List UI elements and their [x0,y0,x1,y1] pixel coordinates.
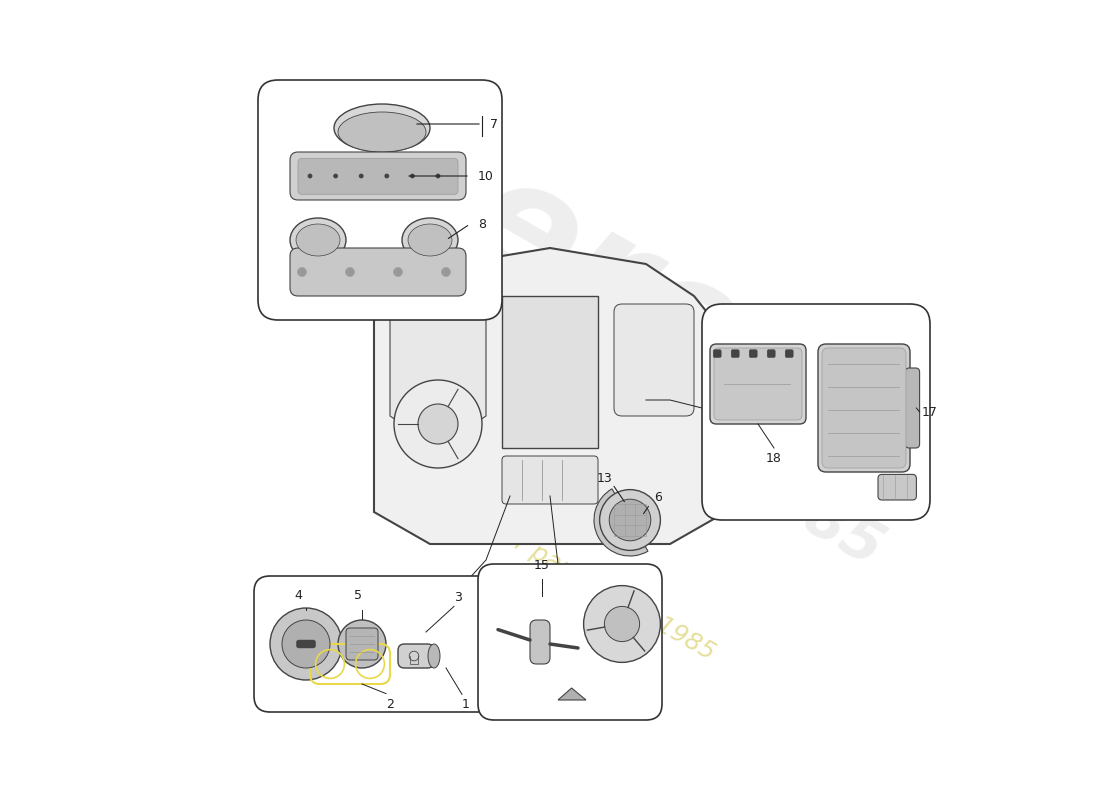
FancyBboxPatch shape [878,474,916,500]
FancyBboxPatch shape [905,368,920,448]
Ellipse shape [296,224,340,256]
Circle shape [394,380,482,468]
Circle shape [297,267,307,277]
FancyBboxPatch shape [254,576,502,712]
Circle shape [384,174,389,178]
Text: 4: 4 [294,590,301,602]
Text: since 1985: since 1985 [559,351,893,577]
FancyBboxPatch shape [785,350,793,358]
FancyBboxPatch shape [398,644,434,668]
FancyBboxPatch shape [749,350,757,358]
Ellipse shape [428,644,440,668]
FancyBboxPatch shape [290,248,466,296]
FancyBboxPatch shape [710,344,806,424]
Polygon shape [558,688,586,700]
Text: 10: 10 [478,170,494,182]
FancyBboxPatch shape [732,350,739,358]
Text: 8: 8 [478,218,486,230]
Circle shape [270,608,342,680]
Circle shape [410,174,415,178]
Polygon shape [374,248,726,544]
FancyBboxPatch shape [258,80,502,320]
FancyBboxPatch shape [702,304,930,520]
Circle shape [359,174,364,178]
Wedge shape [594,489,648,556]
FancyBboxPatch shape [767,350,775,358]
Circle shape [600,490,660,550]
FancyBboxPatch shape [530,620,550,664]
FancyBboxPatch shape [614,304,694,416]
FancyBboxPatch shape [822,348,906,468]
Text: 15: 15 [535,559,550,572]
FancyBboxPatch shape [298,158,458,194]
Circle shape [584,586,660,662]
Text: a passion for parts since 1985: a passion for parts since 1985 [381,455,719,665]
Circle shape [418,404,458,444]
Polygon shape [390,280,486,448]
Circle shape [282,620,330,668]
Ellipse shape [408,224,452,256]
Text: 7: 7 [490,118,498,130]
Polygon shape [502,296,598,448]
Circle shape [609,499,651,541]
Text: 6: 6 [654,491,662,504]
Text: 5: 5 [354,590,362,602]
FancyBboxPatch shape [713,350,722,358]
Circle shape [333,174,338,178]
FancyBboxPatch shape [502,456,598,504]
Text: 17: 17 [922,406,938,418]
Text: 18: 18 [766,452,782,465]
Ellipse shape [290,218,346,262]
FancyBboxPatch shape [818,344,910,472]
Text: 13: 13 [596,472,613,485]
FancyBboxPatch shape [346,628,378,660]
Circle shape [308,174,312,178]
Text: 1: 1 [462,698,470,710]
FancyBboxPatch shape [714,348,802,420]
Ellipse shape [334,104,430,152]
Text: 3: 3 [454,591,462,604]
Circle shape [345,267,355,277]
Text: 2: 2 [386,698,394,710]
Circle shape [436,174,440,178]
Ellipse shape [402,218,458,262]
FancyBboxPatch shape [296,640,316,648]
Circle shape [338,620,386,668]
FancyBboxPatch shape [290,152,466,200]
Circle shape [441,267,451,277]
Ellipse shape [338,112,426,152]
FancyBboxPatch shape [478,564,662,720]
Text: eres: eres [438,139,854,469]
Circle shape [604,606,639,642]
Circle shape [393,267,403,277]
